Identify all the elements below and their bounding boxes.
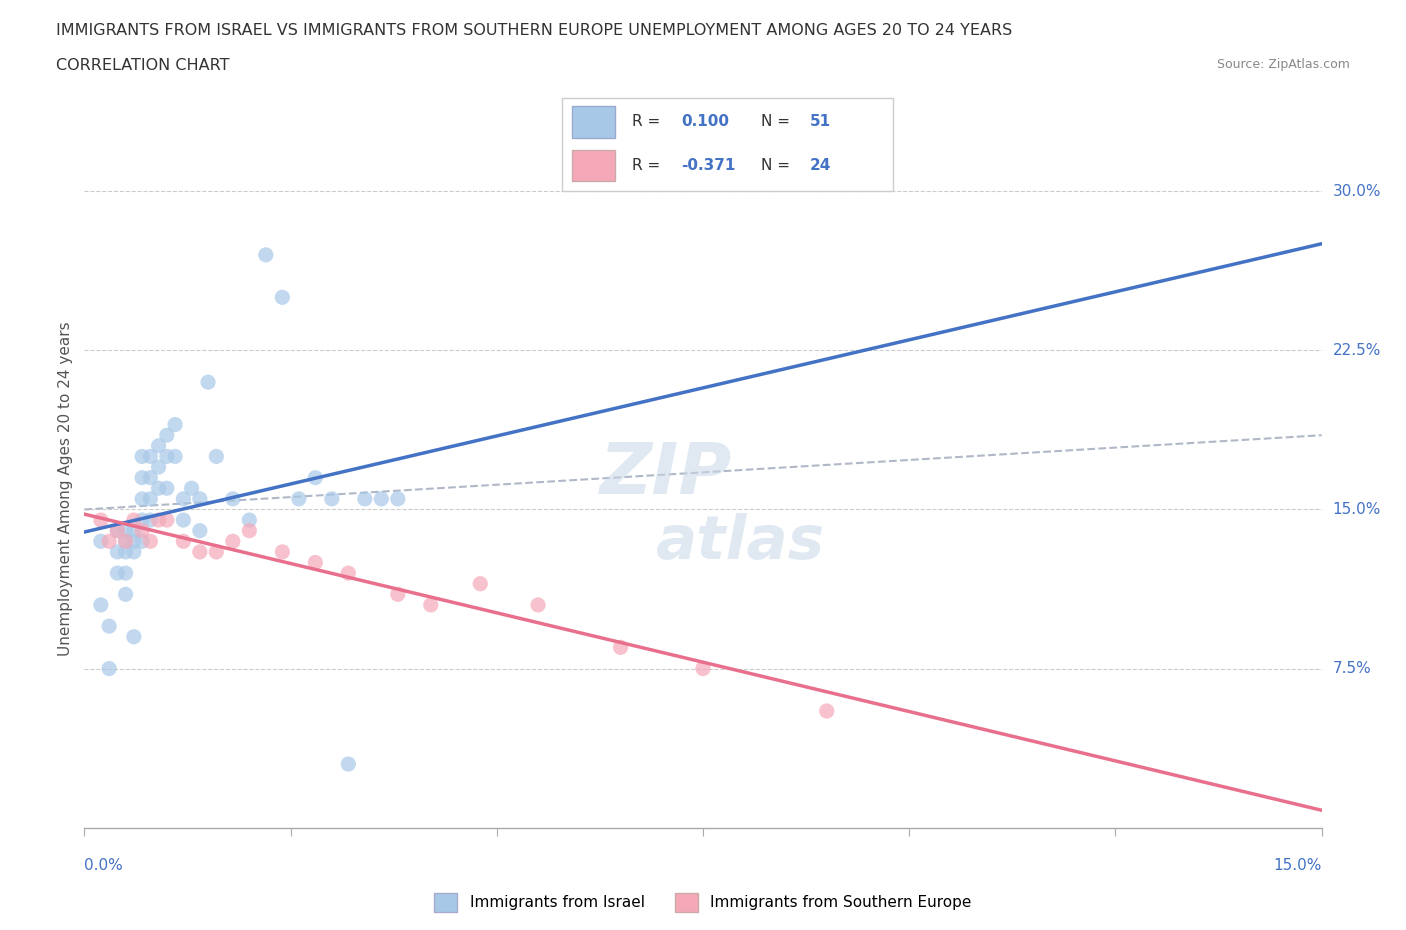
Text: atlas: atlas: [655, 513, 825, 572]
Text: 7.5%: 7.5%: [1333, 661, 1371, 676]
Text: N =: N =: [761, 158, 794, 173]
Point: [172, 512, 194, 527]
Point: [609, 640, 631, 655]
Point: [156, 481, 179, 496]
Point: [131, 524, 153, 538]
Point: [222, 534, 245, 549]
Text: 51: 51: [810, 114, 831, 129]
FancyBboxPatch shape: [572, 106, 616, 138]
Point: [271, 290, 294, 305]
FancyBboxPatch shape: [572, 150, 616, 181]
Point: [148, 481, 170, 496]
Text: R =: R =: [631, 114, 665, 129]
Point: [114, 565, 136, 580]
Point: [98, 618, 121, 633]
Point: [122, 524, 145, 538]
Text: 24: 24: [810, 158, 831, 173]
Text: ZIP: ZIP: [600, 440, 733, 509]
Point: [165, 449, 187, 464]
Point: [114, 587, 136, 602]
Text: 15.0%: 15.0%: [1274, 858, 1322, 873]
Point: [90, 534, 112, 549]
Point: [105, 524, 128, 538]
Point: [122, 512, 145, 527]
Point: [139, 512, 162, 527]
Point: [139, 471, 162, 485]
Point: [222, 491, 245, 506]
Point: [370, 491, 392, 506]
Point: [148, 438, 170, 453]
Point: [114, 544, 136, 559]
Point: [470, 577, 492, 591]
Point: [105, 544, 128, 559]
Point: [172, 534, 194, 549]
Text: 0.100: 0.100: [682, 114, 730, 129]
Point: [114, 524, 136, 538]
Point: [387, 491, 409, 506]
Point: [188, 544, 211, 559]
Text: 15.0%: 15.0%: [1333, 502, 1381, 517]
Legend: Immigrants from Israel, Immigrants from Southern Europe: Immigrants from Israel, Immigrants from …: [429, 887, 977, 918]
Point: [337, 757, 360, 772]
Point: [692, 661, 714, 676]
Text: -0.371: -0.371: [682, 158, 735, 173]
Text: CORRELATION CHART: CORRELATION CHART: [56, 58, 229, 73]
Point: [131, 512, 153, 527]
Point: [114, 534, 136, 549]
Point: [288, 491, 311, 506]
Text: IMMIGRANTS FROM ISRAEL VS IMMIGRANTS FROM SOUTHERN EUROPE UNEMPLOYMENT AMONG AGE: IMMIGRANTS FROM ISRAEL VS IMMIGRANTS FRO…: [56, 23, 1012, 38]
FancyBboxPatch shape: [562, 98, 893, 191]
Point: [304, 555, 326, 570]
Point: [271, 544, 294, 559]
Point: [353, 491, 375, 506]
Point: [156, 428, 179, 443]
Point: [238, 512, 260, 527]
Point: [148, 459, 170, 474]
Point: [122, 544, 145, 559]
Point: [205, 449, 228, 464]
Point: [105, 565, 128, 580]
Point: [131, 534, 153, 549]
Point: [98, 661, 121, 676]
Point: [139, 491, 162, 506]
Point: [90, 512, 112, 527]
Point: [337, 565, 360, 580]
Point: [98, 534, 121, 549]
Point: [188, 524, 211, 538]
Point: [419, 597, 441, 612]
Point: [188, 491, 211, 506]
Point: [180, 481, 202, 496]
Point: [131, 491, 153, 506]
Point: [172, 491, 194, 506]
Text: 22.5%: 22.5%: [1333, 343, 1381, 358]
Text: N =: N =: [761, 114, 794, 129]
Text: R =: R =: [631, 158, 665, 173]
Text: 30.0%: 30.0%: [1333, 184, 1381, 199]
Point: [321, 491, 343, 506]
Point: [815, 704, 838, 719]
Point: [131, 471, 153, 485]
Point: [527, 597, 550, 612]
Point: [304, 471, 326, 485]
Point: [156, 512, 179, 527]
Point: [156, 449, 179, 464]
Y-axis label: Unemployment Among Ages 20 to 24 years: Unemployment Among Ages 20 to 24 years: [58, 321, 73, 656]
Point: [148, 512, 170, 527]
Text: 0.0%: 0.0%: [84, 858, 124, 873]
Point: [139, 534, 162, 549]
Point: [205, 544, 228, 559]
Point: [238, 524, 260, 538]
Point: [114, 534, 136, 549]
Point: [254, 247, 277, 262]
Point: [105, 524, 128, 538]
Point: [122, 534, 145, 549]
Text: Source: ZipAtlas.com: Source: ZipAtlas.com: [1216, 58, 1350, 71]
Point: [90, 597, 112, 612]
Point: [387, 587, 409, 602]
Point: [122, 630, 145, 644]
Point: [197, 375, 219, 390]
Point: [165, 418, 187, 432]
Point: [131, 449, 153, 464]
Point: [139, 449, 162, 464]
